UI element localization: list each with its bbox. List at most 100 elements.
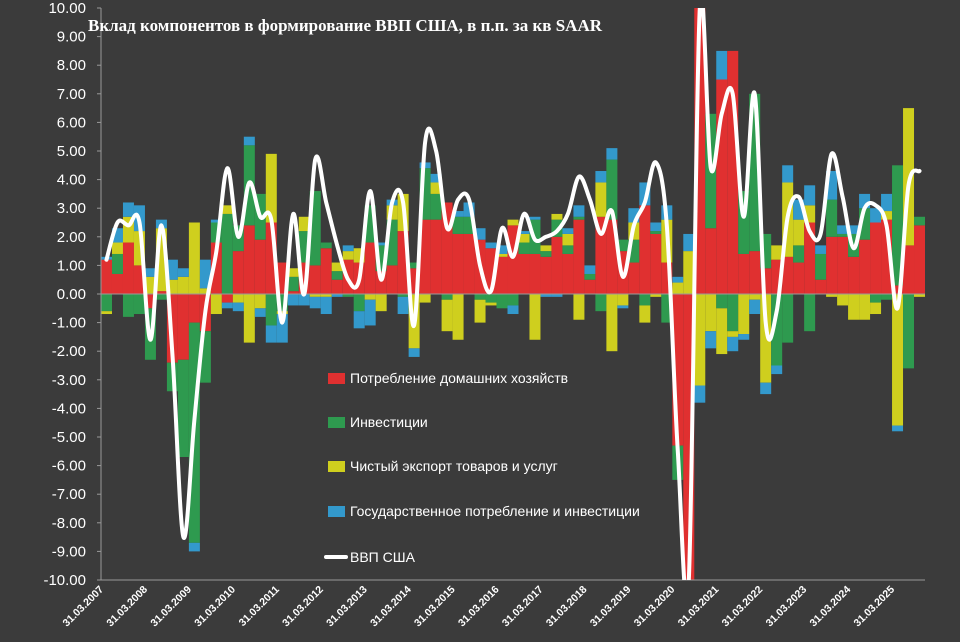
y-tick-label: 7.00 <box>57 86 86 103</box>
bar-segment-s1-2008Q4 <box>177 359 189 458</box>
gdp-line-layer <box>104 8 922 580</box>
bar-segment-s2-2021Q1 <box>716 308 728 355</box>
bar-segment-s3-2012Q1 <box>320 296 332 315</box>
bar-segment-s1-2013Q3 <box>386 219 398 266</box>
y-tick-label: -9.00 <box>52 543 86 560</box>
bar-segment-s0-2021Q1 <box>716 79 728 294</box>
bar-segment-s0-2010Q3 <box>254 239 266 294</box>
bar-segment-s2-2020Q3 <box>694 294 706 386</box>
bar-segment-s2-2020Q4 <box>705 294 717 332</box>
bar-segment-s1-2007Q1 <box>101 294 112 312</box>
bar-segment-s0-2016Q3 <box>518 253 530 294</box>
bar-segment-s3-2021Q3 <box>738 334 750 340</box>
bar-segment-s0-2014Q1 <box>408 268 420 294</box>
bar-segment-s1-2019Q1 <box>628 239 640 263</box>
bar-segment-s3-2018Q3 <box>606 148 618 160</box>
bar-segment-s0-2007Q1 <box>101 259 112 294</box>
bar-segment-s0-2012Q2 <box>331 279 343 294</box>
bar-segment-s3-2022Q3 <box>782 165 794 183</box>
y-tick-label: 9.00 <box>57 29 86 46</box>
bar-segment-s2-2017Q1 <box>540 245 552 252</box>
bar-segment-s3-2011Q4 <box>309 296 321 309</box>
bar-segment-s0-2017Q3 <box>562 253 574 294</box>
legend-label-government: Государственное потребление и инвестиции <box>350 503 640 519</box>
bar-segment-s3-2015Q4 <box>485 242 497 249</box>
bar-segment-s2-2016Q3 <box>518 233 530 243</box>
bar-segment-s1-2025Q3 <box>914 216 925 226</box>
bar-segment-s3-2010Q4 <box>265 325 277 343</box>
bar-segment-s0-2007Q2 <box>111 273 123 294</box>
bar-segment-s0-2022Q1 <box>760 268 772 294</box>
bar-segment-s1-2019Q4 <box>661 294 673 323</box>
y-tick-label: -7.00 <box>52 486 86 503</box>
bar-segment-s0-2016Q2 <box>507 225 519 294</box>
bar-segment-s2-2010Q3 <box>254 294 266 309</box>
bar-segment-s0-2021Q4 <box>749 251 761 294</box>
bar-segment-s0-2025Q3 <box>914 225 925 294</box>
bar-segment-s3-2024Q3 <box>870 208 882 223</box>
bar-segment-s1-2024Q3 <box>870 294 882 303</box>
bar-segment-s0-2025Q2 <box>903 245 915 294</box>
bar-segment-s0-2015Q4 <box>485 248 497 294</box>
bar-segment-s2-2010Q1 <box>232 294 244 303</box>
bar-segment-s0-2009Q3 <box>210 242 222 294</box>
bar-segment-s0-2025Q1 <box>892 285 904 294</box>
bar-segment-s1-2016Q2 <box>507 294 519 306</box>
bar-segment-s0-2017Q2 <box>551 236 563 294</box>
bar-segment-s3-2013Q4 <box>397 296 409 315</box>
bar-segment-s3-2010Q2 <box>243 136 255 146</box>
y-tick-label: -2.00 <box>52 343 86 360</box>
bar-segment-s0-2008Q4 <box>177 294 189 360</box>
bar-segment-s2-2016Q2 <box>507 219 519 226</box>
bar-segment-s2-2009Q1 <box>188 222 200 294</box>
bar-segment-s1-2017Q4 <box>573 216 585 220</box>
bar-segment-s1-2013Q2 <box>375 245 387 272</box>
bar-segment-s0-2017Q4 <box>573 219 585 294</box>
bar-segment-s0-2018Q2 <box>595 216 607 294</box>
bar-segment-s0-2024Q1 <box>848 256 860 294</box>
bar-segment-s2-2021Q4 <box>749 294 761 300</box>
bar-segment-s2-2024Q4 <box>881 211 893 220</box>
bar-segment-s2-2018Q2 <box>595 182 607 217</box>
bar-segment-s2-2012Q2 <box>331 262 343 272</box>
bar-segment-s0-2019Q3 <box>650 233 662 294</box>
bar-segment-s2-2007Q4 <box>133 231 145 266</box>
bar-segment-s0-2018Q3 <box>606 219 618 294</box>
bar-segment-s1-2024Q2 <box>859 208 871 240</box>
bar-segment-s1-2022Q1 <box>760 233 772 269</box>
bar-segment-s2-2023Q3 <box>826 294 838 297</box>
bar-segment-s0-2008Q1 <box>144 294 156 309</box>
bar-segment-s1-2007Q2 <box>111 253 123 274</box>
legend-label-gdp: ВВП США <box>350 549 416 565</box>
bar-segment-s2-2022Q4 <box>793 219 805 246</box>
y-tick-label: 4.00 <box>57 172 86 189</box>
bar-segment-s2-2015Q1 <box>452 294 464 340</box>
bar-segment-s0-2015Q2 <box>463 233 475 294</box>
legend-swatch-net-exports <box>328 461 345 472</box>
bar-segment-s3-2015Q1 <box>452 211 464 217</box>
bar-segment-s1-2022Q3 <box>782 294 794 343</box>
bar-segment-s0-2013Q3 <box>386 265 398 294</box>
bar-segment-s1-2011Q3 <box>298 231 310 263</box>
y-tick-label: -6.00 <box>52 458 86 475</box>
bar-segment-s2-2011Q3 <box>298 216 310 232</box>
legend: Потребление домашних хозяйств Инвестиции… <box>324 370 640 565</box>
bar-segment-s3-2023Q1 <box>804 185 816 206</box>
y-tick-label: -5.00 <box>52 429 86 446</box>
bar-segment-s0-2019Q4 <box>661 262 673 294</box>
bar-segment-s2-2017Q4 <box>573 294 585 320</box>
bar-segment-s1-2021Q1 <box>716 294 728 309</box>
bar-segment-s2-2024Q1 <box>848 294 860 320</box>
bar-segment-s0-2021Q3 <box>738 253 750 294</box>
bar-segment-s3-2009Q1 <box>188 542 200 552</box>
bar-segment-s1-2021Q4 <box>749 93 761 252</box>
legend-label-consumption: Потребление домашних хозяйств <box>350 370 568 386</box>
bar-segment-s2-2007Q1 <box>101 311 112 315</box>
bar-segment-s3-2021Q2 <box>727 336 739 352</box>
bar-segment-s2-2008Q4 <box>177 276 189 294</box>
y-tick-label: -10.00 <box>43 572 86 589</box>
legend-label-net-exports: Чистый экспорт товаров и услуг <box>350 458 558 474</box>
bar-segment-s1-2016Q1 <box>496 294 508 309</box>
bar-segment-s2-2020Q2 <box>683 251 695 294</box>
